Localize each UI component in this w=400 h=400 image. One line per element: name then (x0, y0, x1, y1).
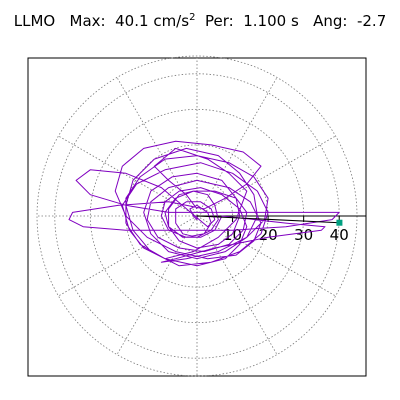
marker-layer (196, 215, 343, 226)
chart-title: LLMO Max: 40.1 cm/s2 Per: 1.100 s Ang: -… (0, 12, 400, 30)
grid-spoke (58, 135, 198, 217)
grid-spoke (58, 215, 198, 297)
station-code: LLMO (13, 12, 56, 30)
max-unit: cm/s (153, 12, 190, 30)
grid-spoke (196, 215, 278, 355)
grid-spoke (196, 135, 336, 217)
radial-tick-label: 20 (259, 226, 278, 244)
series-layer (68, 140, 340, 267)
grid-spoke (116, 77, 198, 217)
grid-spoke (116, 215, 198, 355)
max-vector-line (196, 215, 340, 224)
max-label: Max: (69, 12, 106, 30)
angle-label: Ang: (313, 12, 348, 30)
max-value: 40.1 (115, 12, 149, 30)
radial-tick-label: 30 (294, 226, 313, 244)
angle-value: -2.7 (356, 12, 387, 30)
grid-spoke (196, 77, 278, 217)
max-unit-exponent: 2 (189, 12, 196, 23)
period-value: 1.100 s (243, 12, 299, 30)
max-marker (336, 219, 343, 226)
period-label: Per: (204, 12, 234, 30)
series-trace (68, 140, 340, 267)
radial-tick-label: 40 (330, 226, 349, 244)
grid-spoke (196, 215, 336, 297)
